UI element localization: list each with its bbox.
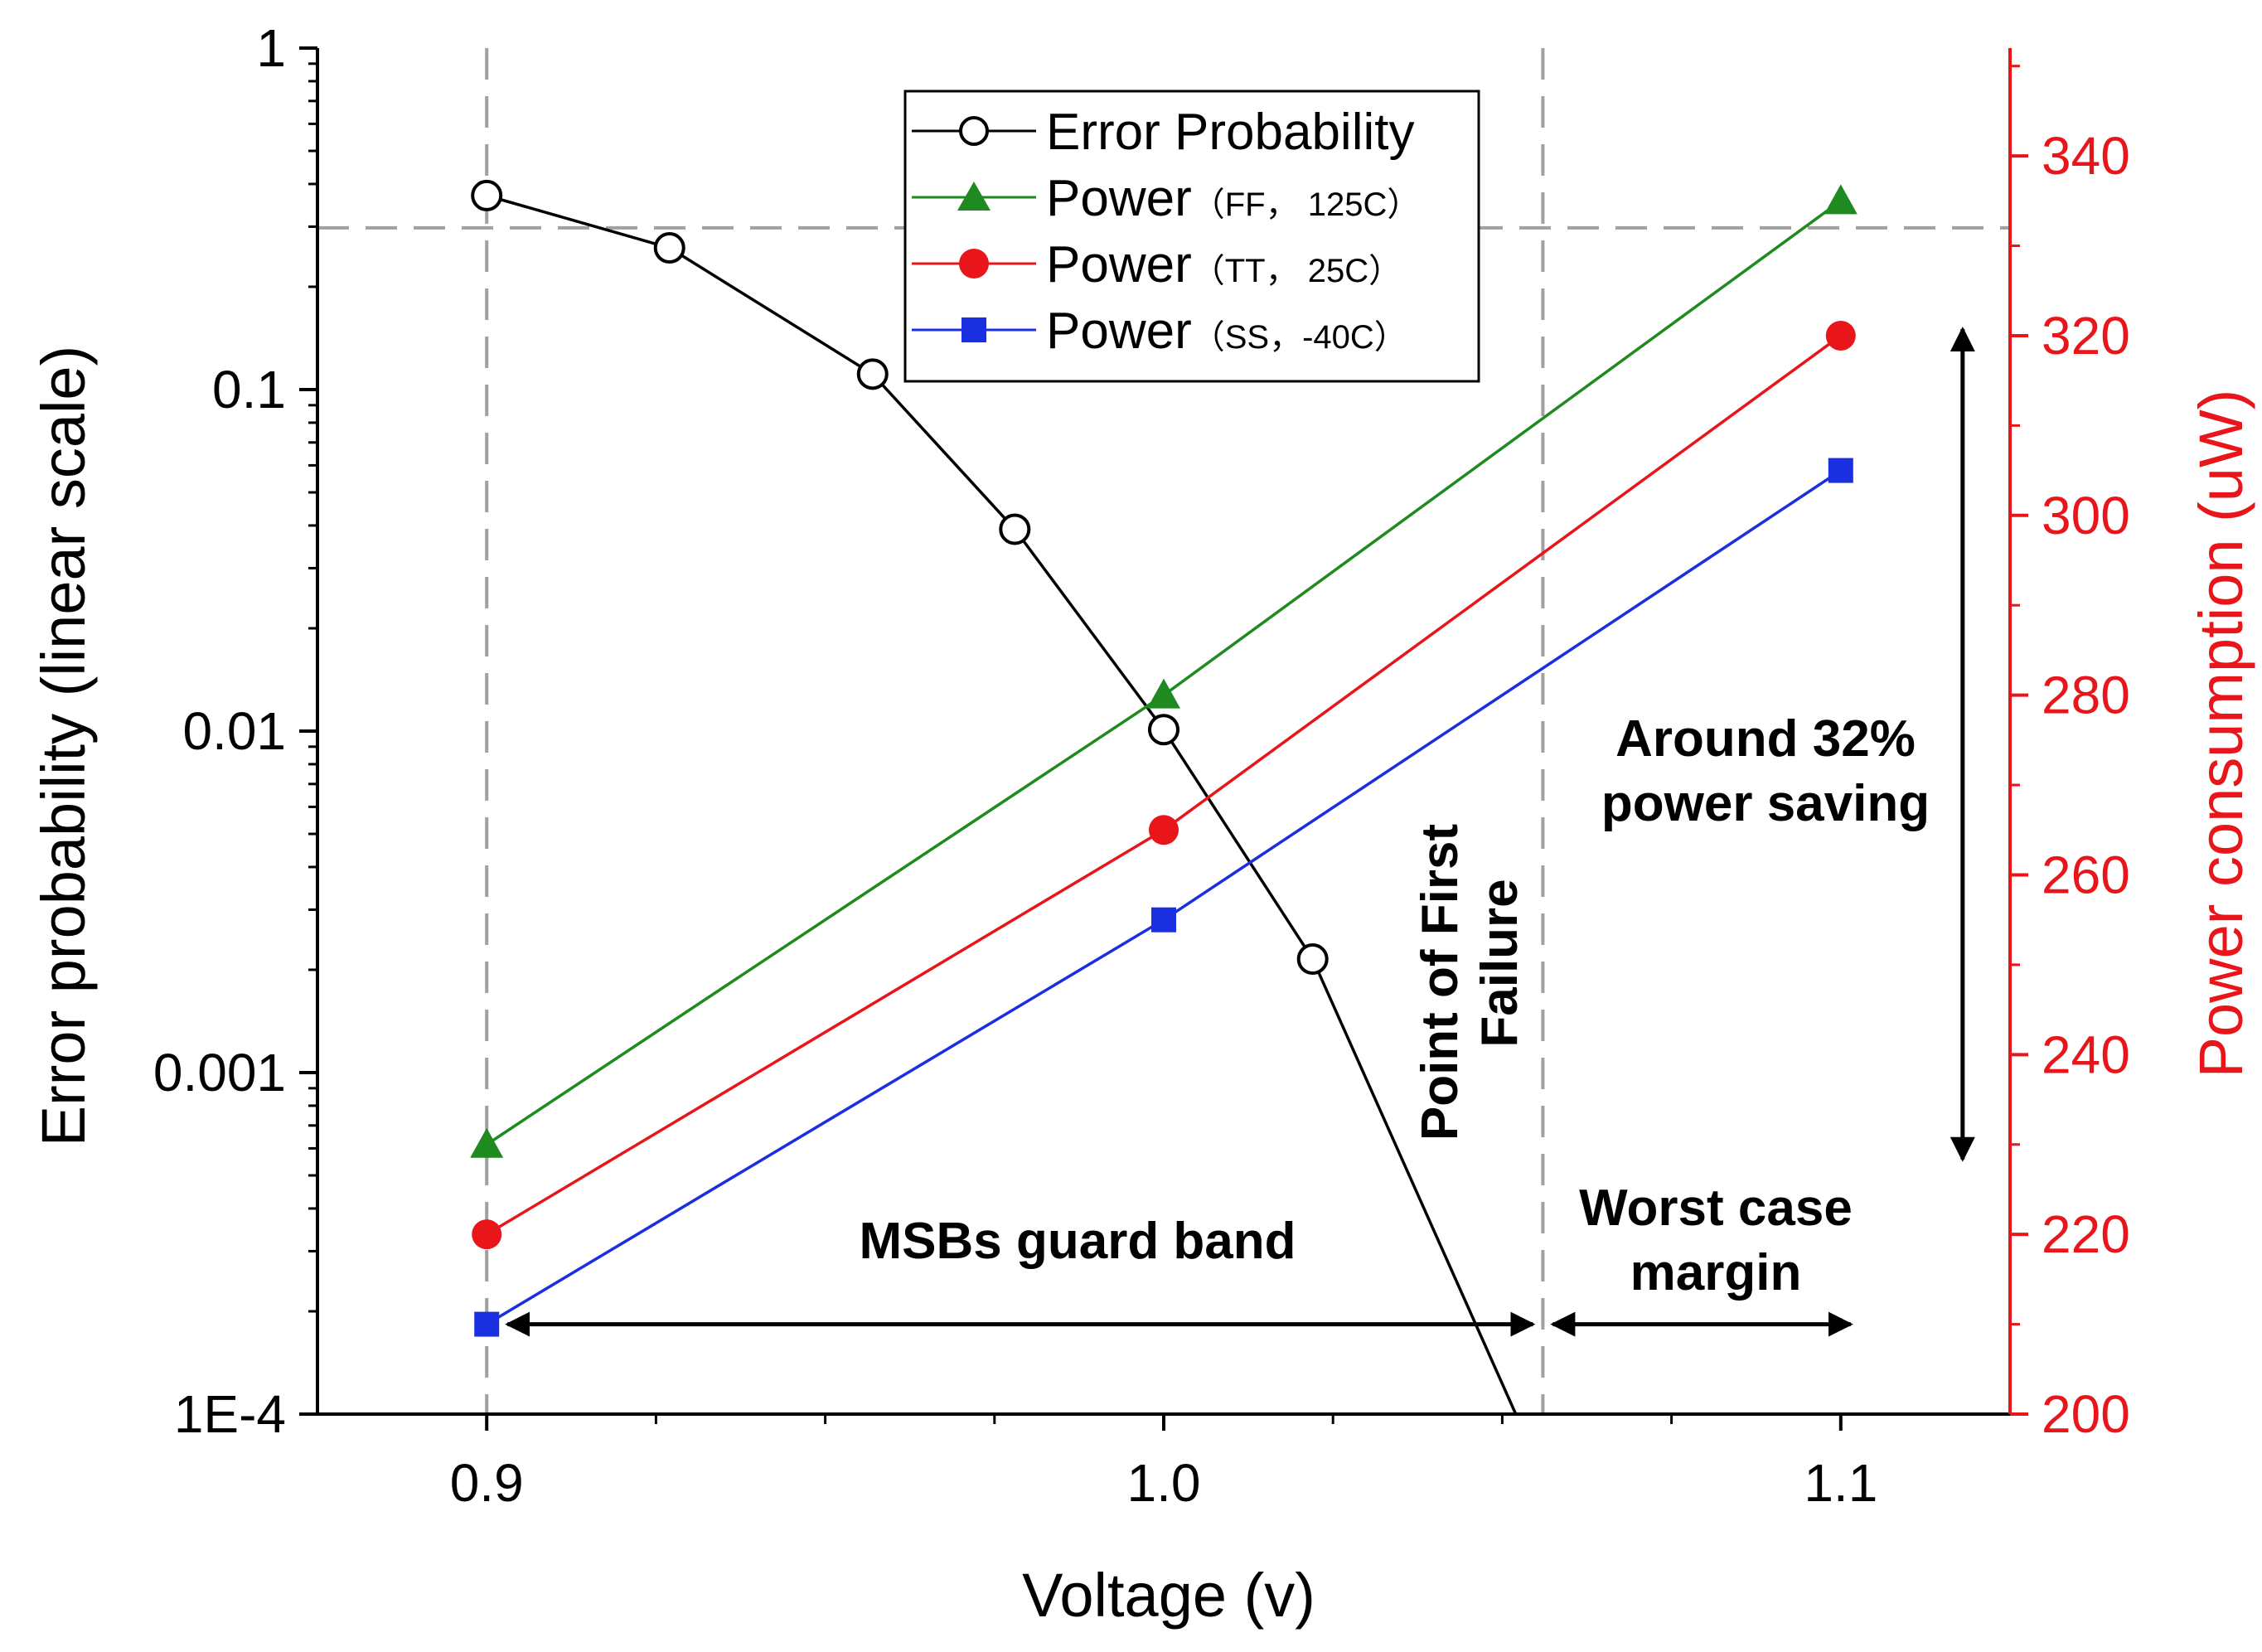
legend-label-error: Error Probability xyxy=(1046,104,1414,161)
legend-label-ss-small: （SS，-40C） xyxy=(1192,319,1407,356)
series-layer xyxy=(470,179,1858,1415)
power-saving-label: Around 32% xyxy=(1615,710,1916,768)
legend-box xyxy=(903,90,1480,383)
legend-marker-tt xyxy=(959,249,989,279)
worst-case-label: Worst case xyxy=(1579,1180,1853,1237)
series-tail-0 xyxy=(1311,958,1518,1415)
y-left-tick-label-3: 0.001 xyxy=(153,1043,286,1102)
y-right-tick-label-6: 320 xyxy=(2042,306,2130,366)
y-right-tick-label-3: 260 xyxy=(2042,845,2130,904)
x-axis-label: Voltage (v) xyxy=(1022,1561,1315,1630)
y-right-tick-label-7: 340 xyxy=(2042,126,2130,186)
arrow-layer xyxy=(505,326,1975,1337)
legend-label-ss: Power（SS，-40C） xyxy=(1046,303,1407,360)
x-tick-label-1: 1.0 xyxy=(1127,1453,1201,1513)
y-left-tick-label-1: 0.1 xyxy=(212,360,286,419)
legend-label-tt: Power（TT， 25C） xyxy=(1046,236,1402,293)
point-of-first-failure-label: Point of First xyxy=(1412,824,1469,1141)
legend-marker-error xyxy=(959,116,989,146)
y-right-tick-label-5: 300 xyxy=(2042,486,2130,545)
data-point-s0-1 xyxy=(653,232,685,264)
worst-case-label-2: margin xyxy=(1630,1244,1802,1301)
y-axis-right-label: Power consumption (uW) xyxy=(2187,390,2255,1078)
legend-label-tt-small: （TT， 25C） xyxy=(1192,253,1402,289)
data-point-s1-2 xyxy=(1824,184,1858,215)
x-tick-label-0: 0.9 xyxy=(450,1453,524,1513)
data-point-s2-1 xyxy=(1149,815,1179,845)
legend-marker-ss xyxy=(961,317,986,342)
y-left-tick-label-4: 1E-4 xyxy=(174,1384,286,1444)
data-point-s0-5 xyxy=(1296,943,1329,976)
point-of-first-failure-label-2: Failure xyxy=(1471,879,1528,1047)
data-point-s0-2 xyxy=(856,358,889,390)
data-point-s2-0 xyxy=(472,1219,502,1250)
legend-label-ss-main: Power xyxy=(1046,303,1192,360)
legend-label-ff-small: （FF， 125C） xyxy=(1192,187,1421,223)
legend-label-ff-main: Power xyxy=(1046,170,1192,227)
data-point-s3-2 xyxy=(1828,458,1853,483)
data-point-s0-4 xyxy=(1148,714,1179,746)
y-right-tick-label-4: 280 xyxy=(2042,666,2130,725)
guard-band-label: MSBs guard band xyxy=(859,1213,1296,1270)
data-point-s3-1 xyxy=(1151,907,1176,933)
series-line-0 xyxy=(486,194,1315,960)
tick-layer: 0.9 1.0 1.1 1 0.1 0.01 0.001 1E-4 200 220 240 260 28… xyxy=(153,18,2130,1513)
y-right-tick-label-1: 220 xyxy=(2042,1204,2130,1264)
data-point-s2-2 xyxy=(1825,320,1856,351)
y-axis-left-label: Error probability (linear scale) xyxy=(29,346,98,1146)
x-tick-label-2: 1.1 xyxy=(1804,1453,1877,1513)
legend: Error Probability Power（FF， 125C） Power（… xyxy=(903,90,1480,383)
power-saving-label-2: power saving xyxy=(1601,775,1930,832)
data-point-s0-0 xyxy=(471,179,503,211)
y-right-tick-label-2: 240 xyxy=(2042,1025,2130,1084)
data-point-s1-0 xyxy=(470,1127,504,1158)
y-left-tick-label-0: 1 xyxy=(256,18,286,78)
legend-marker-ff xyxy=(957,182,991,211)
data-point-s0-3 xyxy=(999,513,1031,545)
y-right-tick-label-0: 200 xyxy=(2042,1384,2130,1444)
legend-label-ff: Power（FF， 125C） xyxy=(1046,170,1420,227)
legend-label-tt-main: Power xyxy=(1046,236,1192,293)
data-point-s3-0 xyxy=(474,1311,500,1337)
y-left-tick-label-2: 0.01 xyxy=(182,701,286,761)
data-point-s1-1 xyxy=(1147,678,1180,709)
